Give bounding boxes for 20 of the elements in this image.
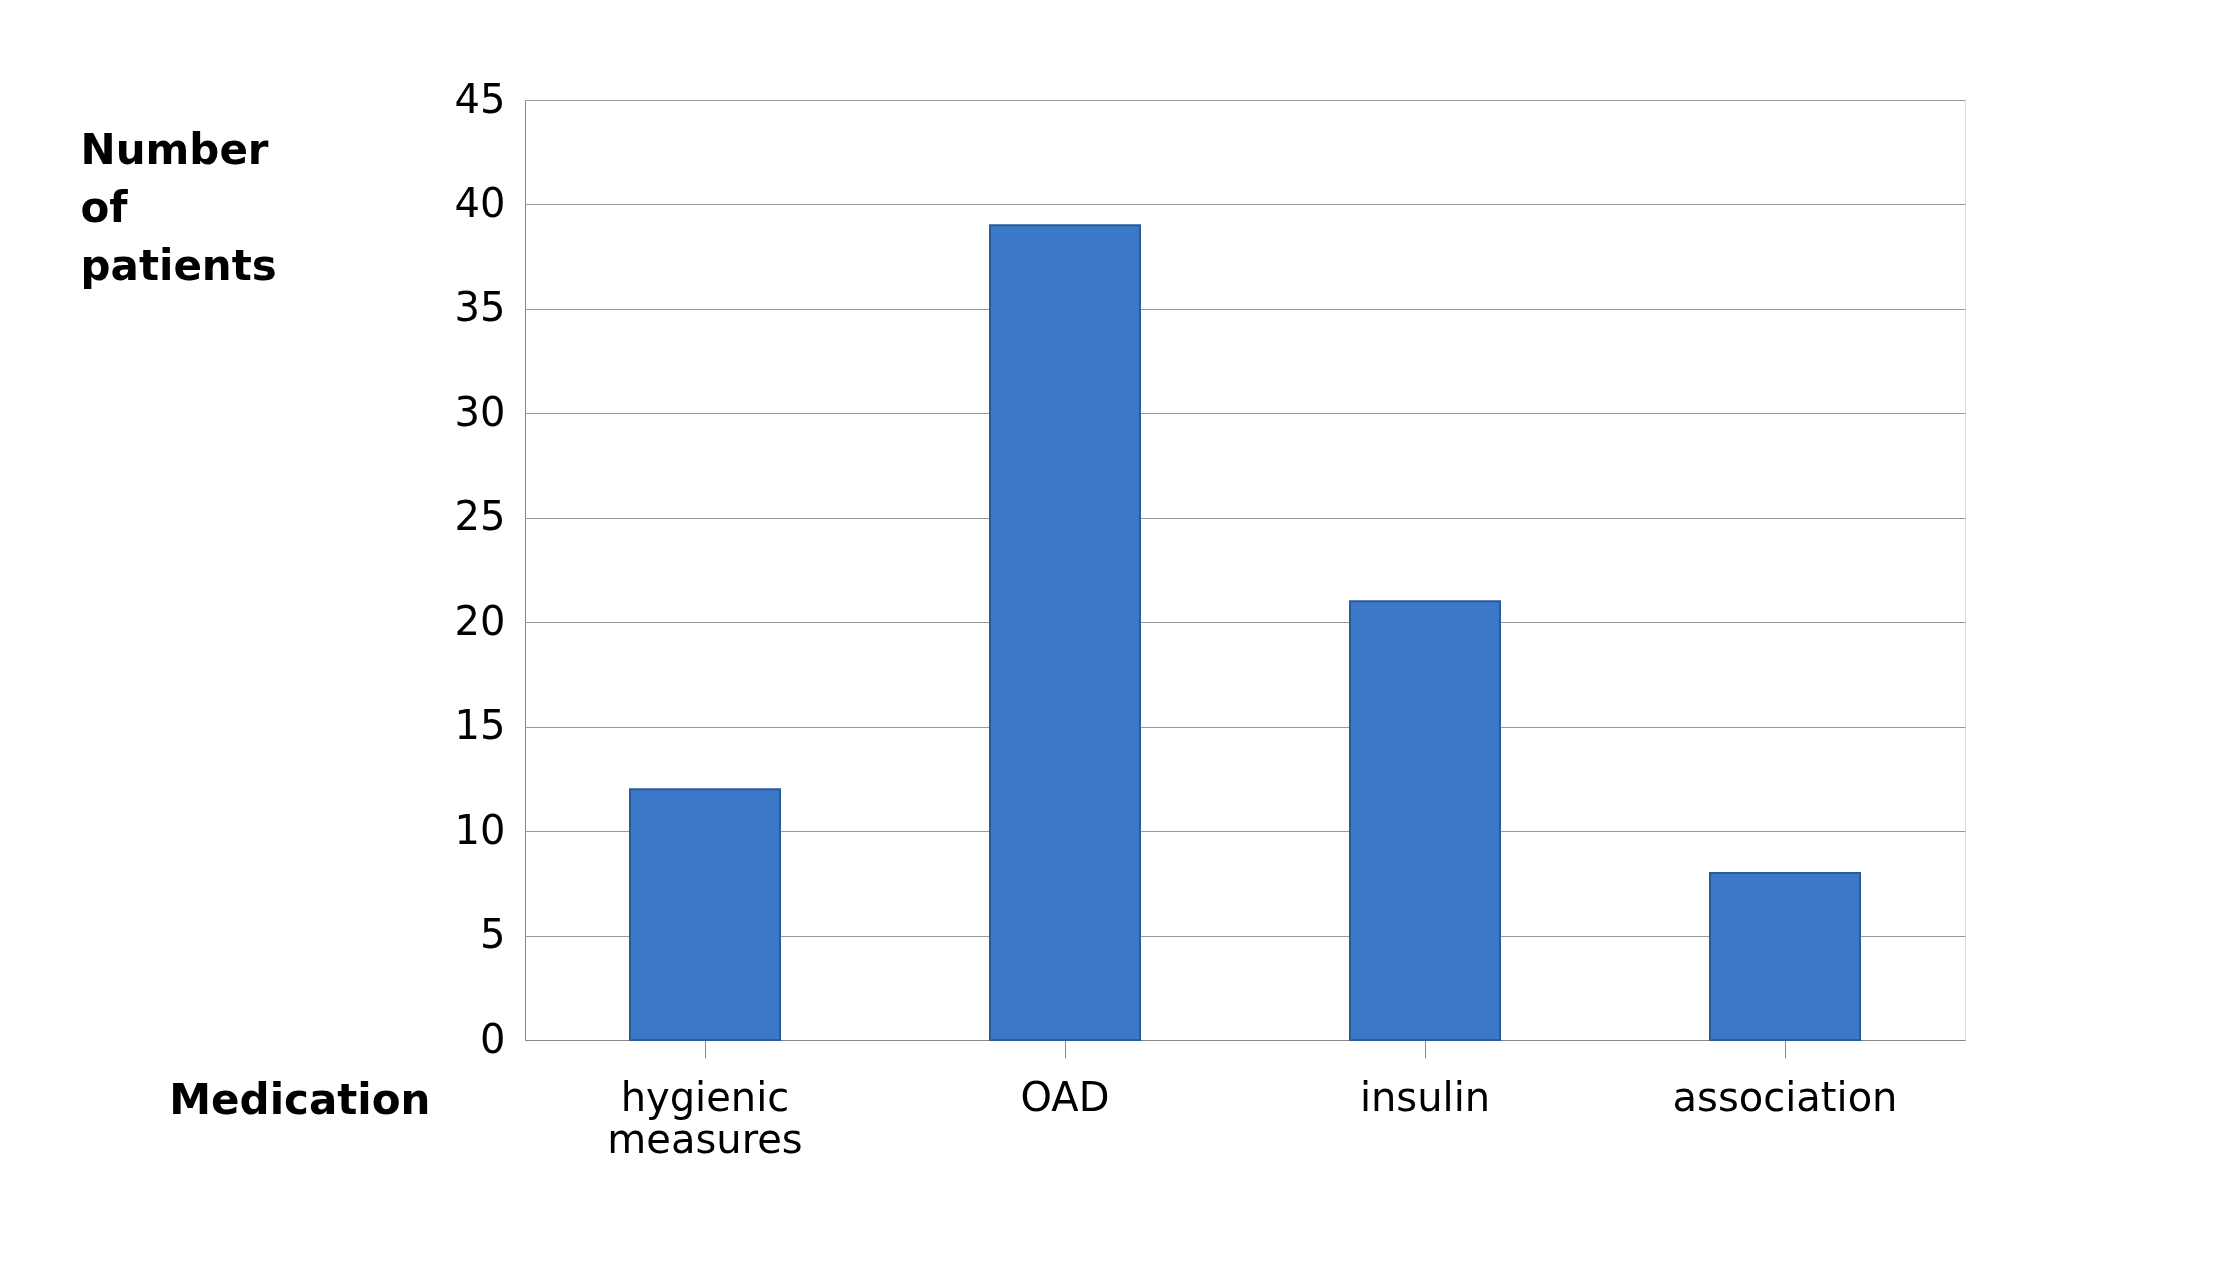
y-tick-label: 30	[454, 388, 506, 435]
bar	[989, 224, 1141, 1041]
x-axis-title: Medication	[169, 1074, 431, 1124]
x-tick-label: hygienic measures	[607, 1073, 803, 1162]
y-tick-label: 35	[454, 284, 506, 331]
y-tick-label: 15	[454, 702, 506, 749]
y-tick-label: 40	[454, 179, 506, 226]
x-tick-label: OAD	[1020, 1073, 1110, 1120]
y-tick-label: 10	[454, 806, 506, 853]
y-tick-label: 25	[454, 493, 506, 540]
y-tick-label: 0	[480, 1015, 506, 1062]
y-tick-label: 45	[454, 75, 506, 122]
y-tick-label: 20	[454, 597, 506, 644]
x-tick-label: association	[1672, 1073, 1898, 1120]
bar	[1349, 600, 1501, 1041]
y-axis-title: Number of patients	[80, 124, 277, 290]
y-tick-label: 5	[480, 911, 506, 958]
bar	[1709, 871, 1861, 1041]
x-tick-label: insulin	[1359, 1073, 1491, 1120]
bar	[629, 788, 781, 1041]
